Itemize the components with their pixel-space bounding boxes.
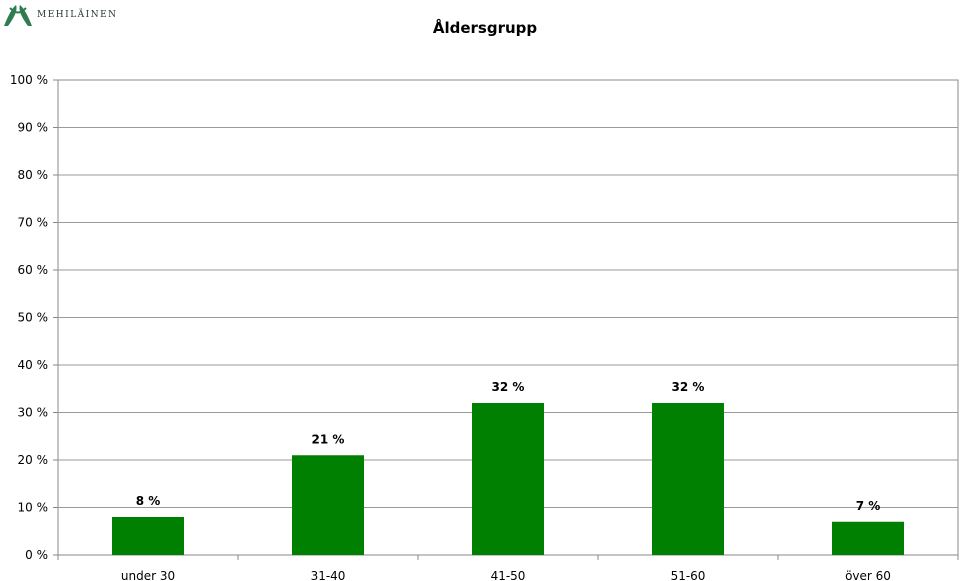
x-category-label: 31-40 [311,569,346,581]
y-tick-label: 80 % [18,168,49,182]
y-tick-label: 70 % [18,216,49,230]
data-label-4: 32 % [672,380,705,394]
data-label-5: 7 % [856,499,881,513]
logo-emblem-icon [4,5,32,26]
x-category-label: under 30 [121,569,175,581]
logo-text: MEHILÄINEN [37,10,118,20]
y-tick-label: 90 % [18,121,49,135]
bar-2 [292,455,364,555]
bar-3 [472,403,544,555]
logo: MEHILÄINEN [2,2,118,28]
y-tick-label: 0 % [25,548,48,562]
y-tick-label: 50 % [18,311,49,325]
x-category-label: över 60 [845,569,891,581]
y-tick-label: 30 % [18,406,49,420]
x-category-label: 41-50 [491,569,526,581]
bar-5 [832,521,904,555]
chart-title: Åldersgrupp [432,19,538,37]
data-label-1: 8 % [136,494,161,508]
bar-4 [652,403,724,555]
y-tick-label: 60 % [18,263,49,277]
y-tick-label: 20 % [18,453,49,467]
y-tick-label: 10 % [18,501,49,515]
bar-1 [112,517,184,555]
y-tick-label: 40 % [18,358,49,372]
data-label-2: 21 % [312,432,345,446]
x-category-label: 51-60 [671,569,706,581]
data-label-3: 32 % [492,380,525,394]
y-tick-label: 100 % [10,73,48,87]
